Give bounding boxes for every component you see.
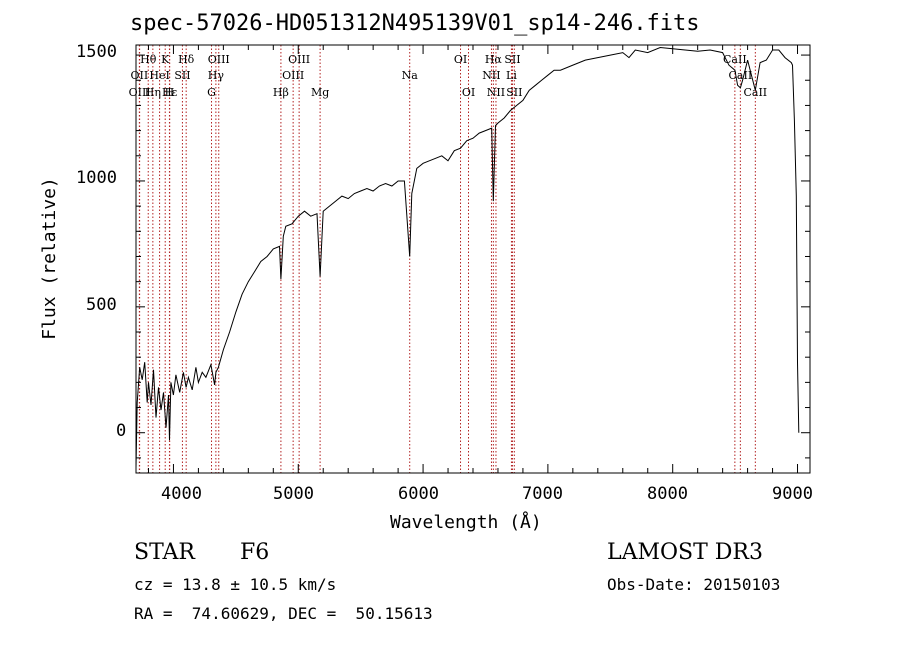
line-label: SII <box>174 69 190 82</box>
object-class: STAR <box>134 540 195 565</box>
line-label: CaII <box>743 86 767 99</box>
plot-frame <box>135 44 811 474</box>
line-label: OIII <box>208 53 230 66</box>
line-label: OIII <box>288 53 310 66</box>
line-label: OII <box>131 69 149 82</box>
line-label: NII <box>487 86 505 99</box>
survey-name: LAMOST DR3 <box>607 540 763 565</box>
y-axis-label: Flux (relative) <box>38 177 60 340</box>
x-tick-label: 5000 <box>273 484 314 504</box>
x-axis-label: Wavelength (Å) <box>390 512 542 533</box>
line-label: Hε <box>162 86 178 99</box>
y-tick-label: 1000 <box>76 168 117 188</box>
line-label: K <box>161 53 170 66</box>
line-label: OI <box>462 86 475 99</box>
line-label: Hα <box>485 53 503 66</box>
x-tick-label: 6000 <box>398 484 439 504</box>
y-tick-label: 1500 <box>76 42 117 62</box>
ra-dec: RA = 74.60629, DEC = 50.15613 <box>134 604 433 623</box>
object-subclass: F6 <box>240 540 270 565</box>
y-tick-label: 500 <box>86 295 117 315</box>
line-label: Hθ <box>140 53 157 66</box>
line-label: Mg <box>311 86 329 99</box>
line-label: CaII <box>729 69 753 82</box>
line-label: Na <box>402 69 419 82</box>
line-label: OIII <box>129 86 151 99</box>
x-tick-label: 7000 <box>522 484 563 504</box>
line-label: SII <box>504 53 520 66</box>
line-label: Hβ <box>273 86 289 99</box>
y-tick-label: 0 <box>116 421 127 441</box>
line-label: CaII <box>723 53 747 66</box>
line-label: OIII <box>282 69 304 82</box>
line-label: Hη <box>145 86 161 99</box>
line-label: Hδ <box>178 53 195 66</box>
line-label: HeI <box>149 69 169 82</box>
line-label: H <box>165 86 175 99</box>
line-markers <box>138 45 756 473</box>
obs-date: Obs-Date: 20150103 <box>607 575 781 594</box>
x-tick-label: 4000 <box>161 484 202 504</box>
line-label: Li <box>506 69 517 82</box>
line-label: NII <box>482 69 500 82</box>
line-label: OI <box>454 53 467 66</box>
redshift-cz: cz = 13.8 ± 10.5 km/s <box>134 575 337 594</box>
spectrum-line <box>135 46 800 469</box>
axis-ticks <box>136 45 810 473</box>
line-label: G <box>207 86 216 99</box>
x-tick-label: 9000 <box>772 484 813 504</box>
line-label: Hγ <box>208 69 225 82</box>
line-label: SII <box>506 86 522 99</box>
x-tick-label: 8000 <box>647 484 688 504</box>
chart-title: spec-57026-HD051312N495139V01_sp14-246.f… <box>130 11 700 36</box>
